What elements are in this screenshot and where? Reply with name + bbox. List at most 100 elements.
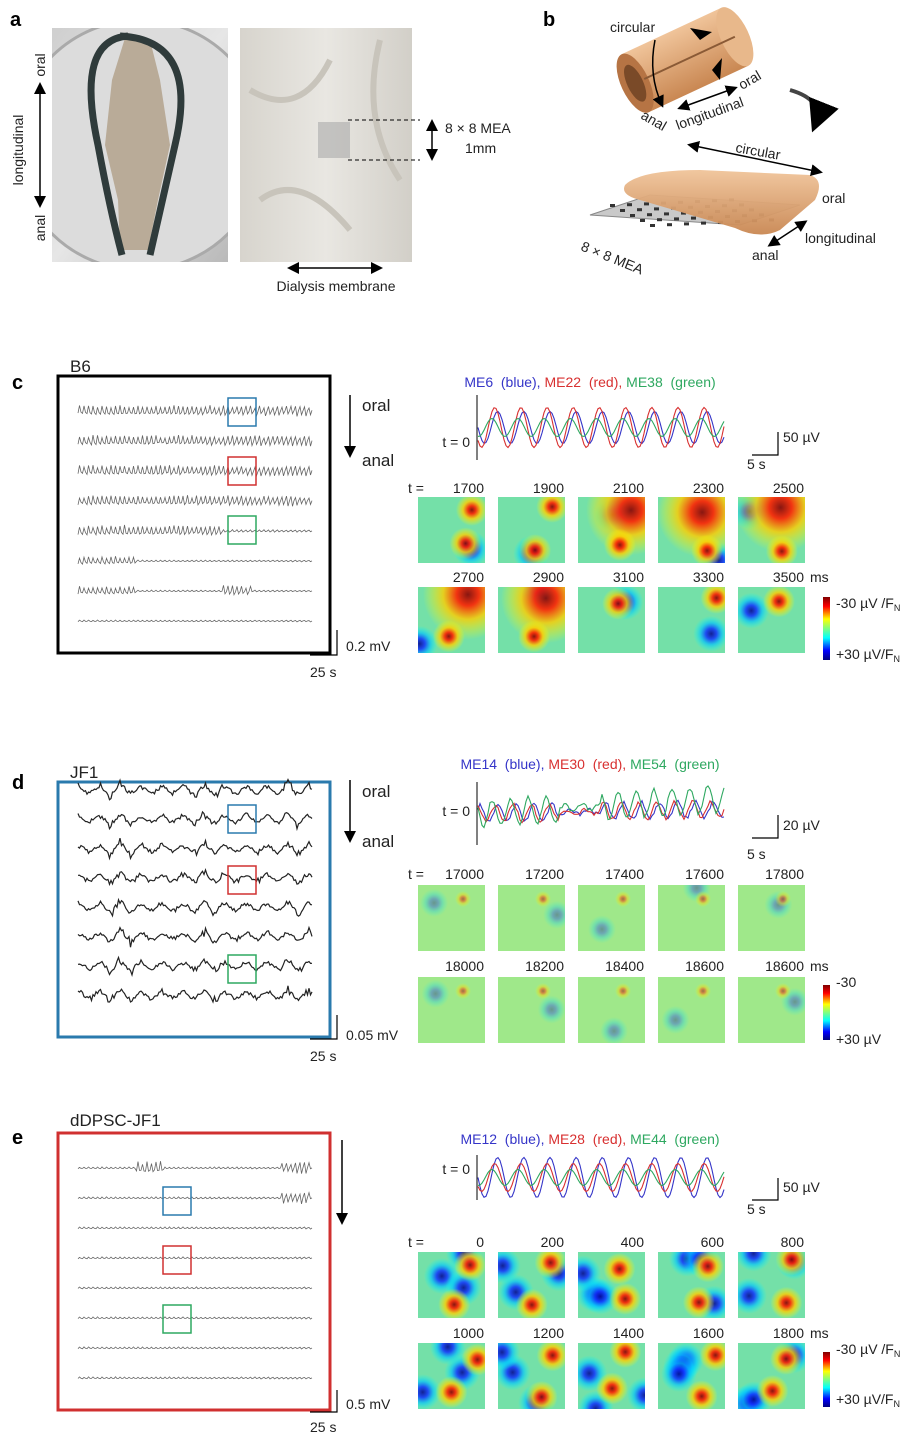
colorbar-text: -30 — [836, 974, 856, 990]
hot-blob — [454, 1249, 486, 1281]
hot-blob — [596, 1372, 628, 1404]
trace — [78, 1193, 312, 1204]
trace — [78, 812, 312, 829]
time-label: 2900 — [533, 569, 564, 585]
cold-blob — [402, 626, 438, 662]
hot-blob — [775, 891, 791, 907]
panel-box — [58, 376, 330, 653]
heatmap-content — [658, 582, 733, 653]
heatmap-content — [418, 977, 485, 1043]
channel-box — [228, 457, 256, 485]
hot-blob — [683, 1286, 715, 1318]
heatmap — [738, 977, 809, 1043]
direction-label: anal — [362, 451, 394, 470]
electrode — [684, 222, 689, 225]
trace — [78, 1347, 312, 1349]
hot-blob — [701, 582, 733, 614]
hot-blob — [604, 529, 636, 561]
trace — [78, 405, 312, 416]
hot-blob — [692, 1250, 724, 1282]
t0-label: t = 0 — [442, 1161, 470, 1177]
time-label: 2700 — [453, 569, 484, 585]
mea-label: 8 × 8 MEA — [445, 120, 511, 136]
hot-blob — [535, 983, 551, 999]
heatmap-content — [738, 885, 805, 951]
scale-bar — [752, 432, 778, 455]
heatmap-content — [732, 462, 826, 567]
cold-blob — [405, 1374, 441, 1410]
t0-label: t = 0 — [442, 434, 470, 450]
colorbar-label: +30 µV/FN — [836, 646, 900, 664]
scale-label: 25 s — [310, 1048, 336, 1064]
heatmap — [732, 462, 826, 567]
hot-blob — [686, 1380, 718, 1412]
legend: ME12 (blue), ME28 (red), ME44 (green) — [460, 1131, 719, 1147]
legend-entry: ME54 (green) — [626, 756, 719, 772]
hot-blob — [691, 535, 723, 567]
colorbar-text: -30 µV /F — [836, 595, 894, 611]
direction-label: anal — [362, 832, 394, 851]
unit-label: ms — [810, 569, 829, 585]
hot-blob — [433, 620, 465, 652]
heatmap-content — [405, 1329, 494, 1410]
heatmap — [498, 977, 566, 1043]
cold-blob — [420, 889, 448, 917]
colorbar-label: -30 µV /FN — [836, 1341, 900, 1359]
heatmap — [578, 977, 645, 1045]
colorbar-sub: N — [893, 1399, 900, 1409]
figure: a 8 × 8 MEA 1mm Dialysis membrane oral l… — [0, 0, 918, 1436]
electrode — [647, 213, 652, 216]
strain-label: JF1 — [70, 763, 98, 782]
scale-label: 50 µV — [783, 1179, 821, 1195]
hot-blob — [763, 585, 795, 617]
colorbar — [823, 597, 830, 660]
photo-content — [15, 20, 265, 270]
scale-bar — [310, 1015, 337, 1039]
heatmap — [402, 550, 513, 662]
time-label: 17400 — [605, 866, 644, 882]
cold-blob — [422, 980, 450, 1008]
heatmap — [418, 885, 485, 951]
heatmap-content — [498, 491, 568, 572]
scale-label: 25 s — [310, 1419, 336, 1435]
transform-arrow — [790, 90, 817, 125]
heatmap — [484, 1334, 569, 1421]
panel-label: e — [12, 1127, 23, 1149]
colorbar — [823, 985, 830, 1040]
hot-blob — [695, 983, 711, 999]
cold-blob — [538, 995, 566, 1023]
time-label: 18600 — [765, 958, 804, 974]
scale-label: 20 µV — [783, 817, 821, 833]
colorbar-text: +30 µV/F — [836, 1391, 893, 1407]
hot-blob — [603, 1253, 635, 1285]
scale-label: 1mm — [465, 140, 496, 156]
colorbar-label: -30 — [836, 974, 856, 990]
trace — [78, 620, 312, 622]
electrode — [620, 209, 625, 212]
time-label: 3300 — [693, 569, 724, 585]
trace — [78, 958, 312, 975]
channel-box — [163, 1246, 191, 1274]
scale-bar — [752, 815, 778, 838]
time-label: 200 — [541, 1234, 565, 1250]
trace — [78, 495, 312, 506]
panel-label: d — [12, 772, 24, 794]
trace — [78, 1227, 312, 1229]
scale-label: 5 s — [747, 456, 766, 472]
unit-label: ms — [810, 958, 829, 974]
scale-label: 5 s — [747, 846, 766, 862]
hot-blob — [516, 1289, 548, 1321]
scale-bar — [752, 1178, 778, 1200]
colorbar-sub: N — [894, 603, 901, 613]
trace — [78, 1287, 312, 1289]
trace — [78, 870, 312, 884]
panel-label: b — [543, 9, 555, 31]
heatmap-content — [738, 977, 809, 1043]
trace — [78, 435, 312, 446]
hot-blob — [770, 1287, 802, 1319]
t-label: t = — [408, 866, 424, 882]
time-label: 1900 — [533, 480, 564, 496]
cold-blob — [588, 915, 616, 943]
heatmap-content — [658, 1339, 731, 1412]
scale-label: 25 s — [310, 664, 336, 680]
